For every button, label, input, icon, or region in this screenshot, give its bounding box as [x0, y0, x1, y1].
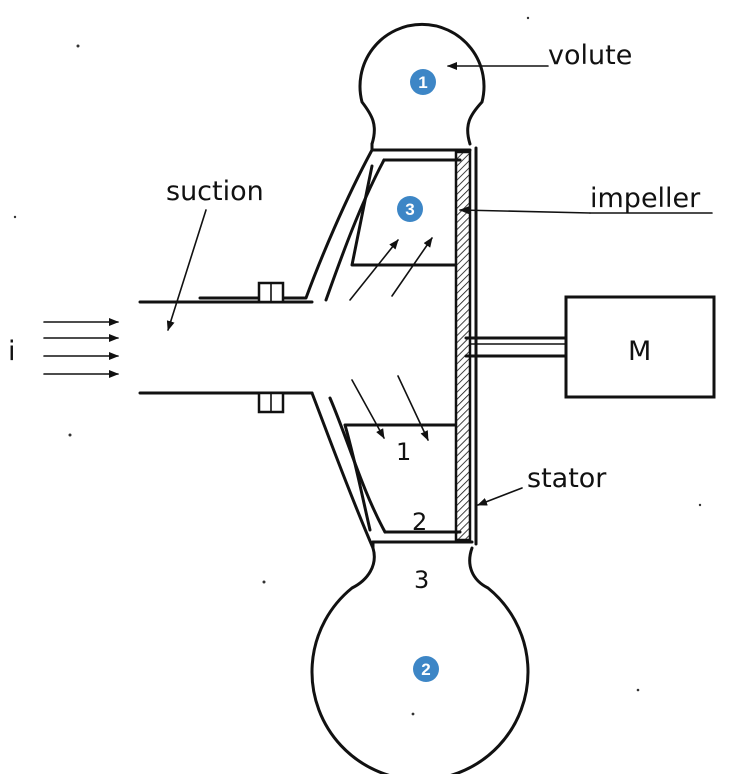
upper-casing-inner [324, 158, 386, 302]
marker-badge-3: 3 [397, 196, 423, 222]
scan-speck [411, 712, 415, 716]
lower-blade [343, 423, 457, 532]
upper-casing [198, 142, 374, 300]
upper-blade [350, 164, 457, 267]
motor-box [564, 295, 716, 399]
stator-label: stator [527, 463, 607, 494]
marker-badge-1: 1 [410, 69, 436, 95]
svg-text:3: 3 [405, 200, 414, 219]
flow-arrow [397, 375, 429, 441]
flow-arrow [351, 379, 385, 439]
svg-text:2: 2 [421, 660, 430, 679]
flow-arrow [391, 237, 433, 297]
station-1-label: 1 [396, 438, 411, 466]
impeller-disc [454, 150, 472, 542]
bottom-volute [310, 546, 530, 774]
inflow-label: i [8, 336, 16, 367]
scan-speck [636, 688, 640, 692]
impeller-label: impeller [590, 183, 701, 214]
flow-arrow [349, 239, 399, 301]
impeller-leader [459, 206, 591, 215]
station-2-label: 2 [412, 508, 427, 536]
marker-badge-2: 2 [413, 656, 439, 682]
lower-casing [310, 391, 375, 550]
scan-speck [13, 215, 17, 219]
scan-speck [698, 503, 702, 507]
stator-leader [477, 487, 523, 506]
scan-speck [526, 16, 530, 20]
suction-leader [166, 209, 207, 331]
scan-speck [262, 580, 266, 584]
scan-speck [68, 433, 72, 437]
suction-label: suction [166, 176, 264, 207]
volute-label: volute [548, 40, 632, 71]
svg-text:1: 1 [418, 73, 427, 92]
scan-speck [76, 44, 80, 48]
top-volute [358, 22, 486, 146]
station-3-label: 3 [414, 566, 429, 594]
motor-label: M [628, 336, 651, 367]
